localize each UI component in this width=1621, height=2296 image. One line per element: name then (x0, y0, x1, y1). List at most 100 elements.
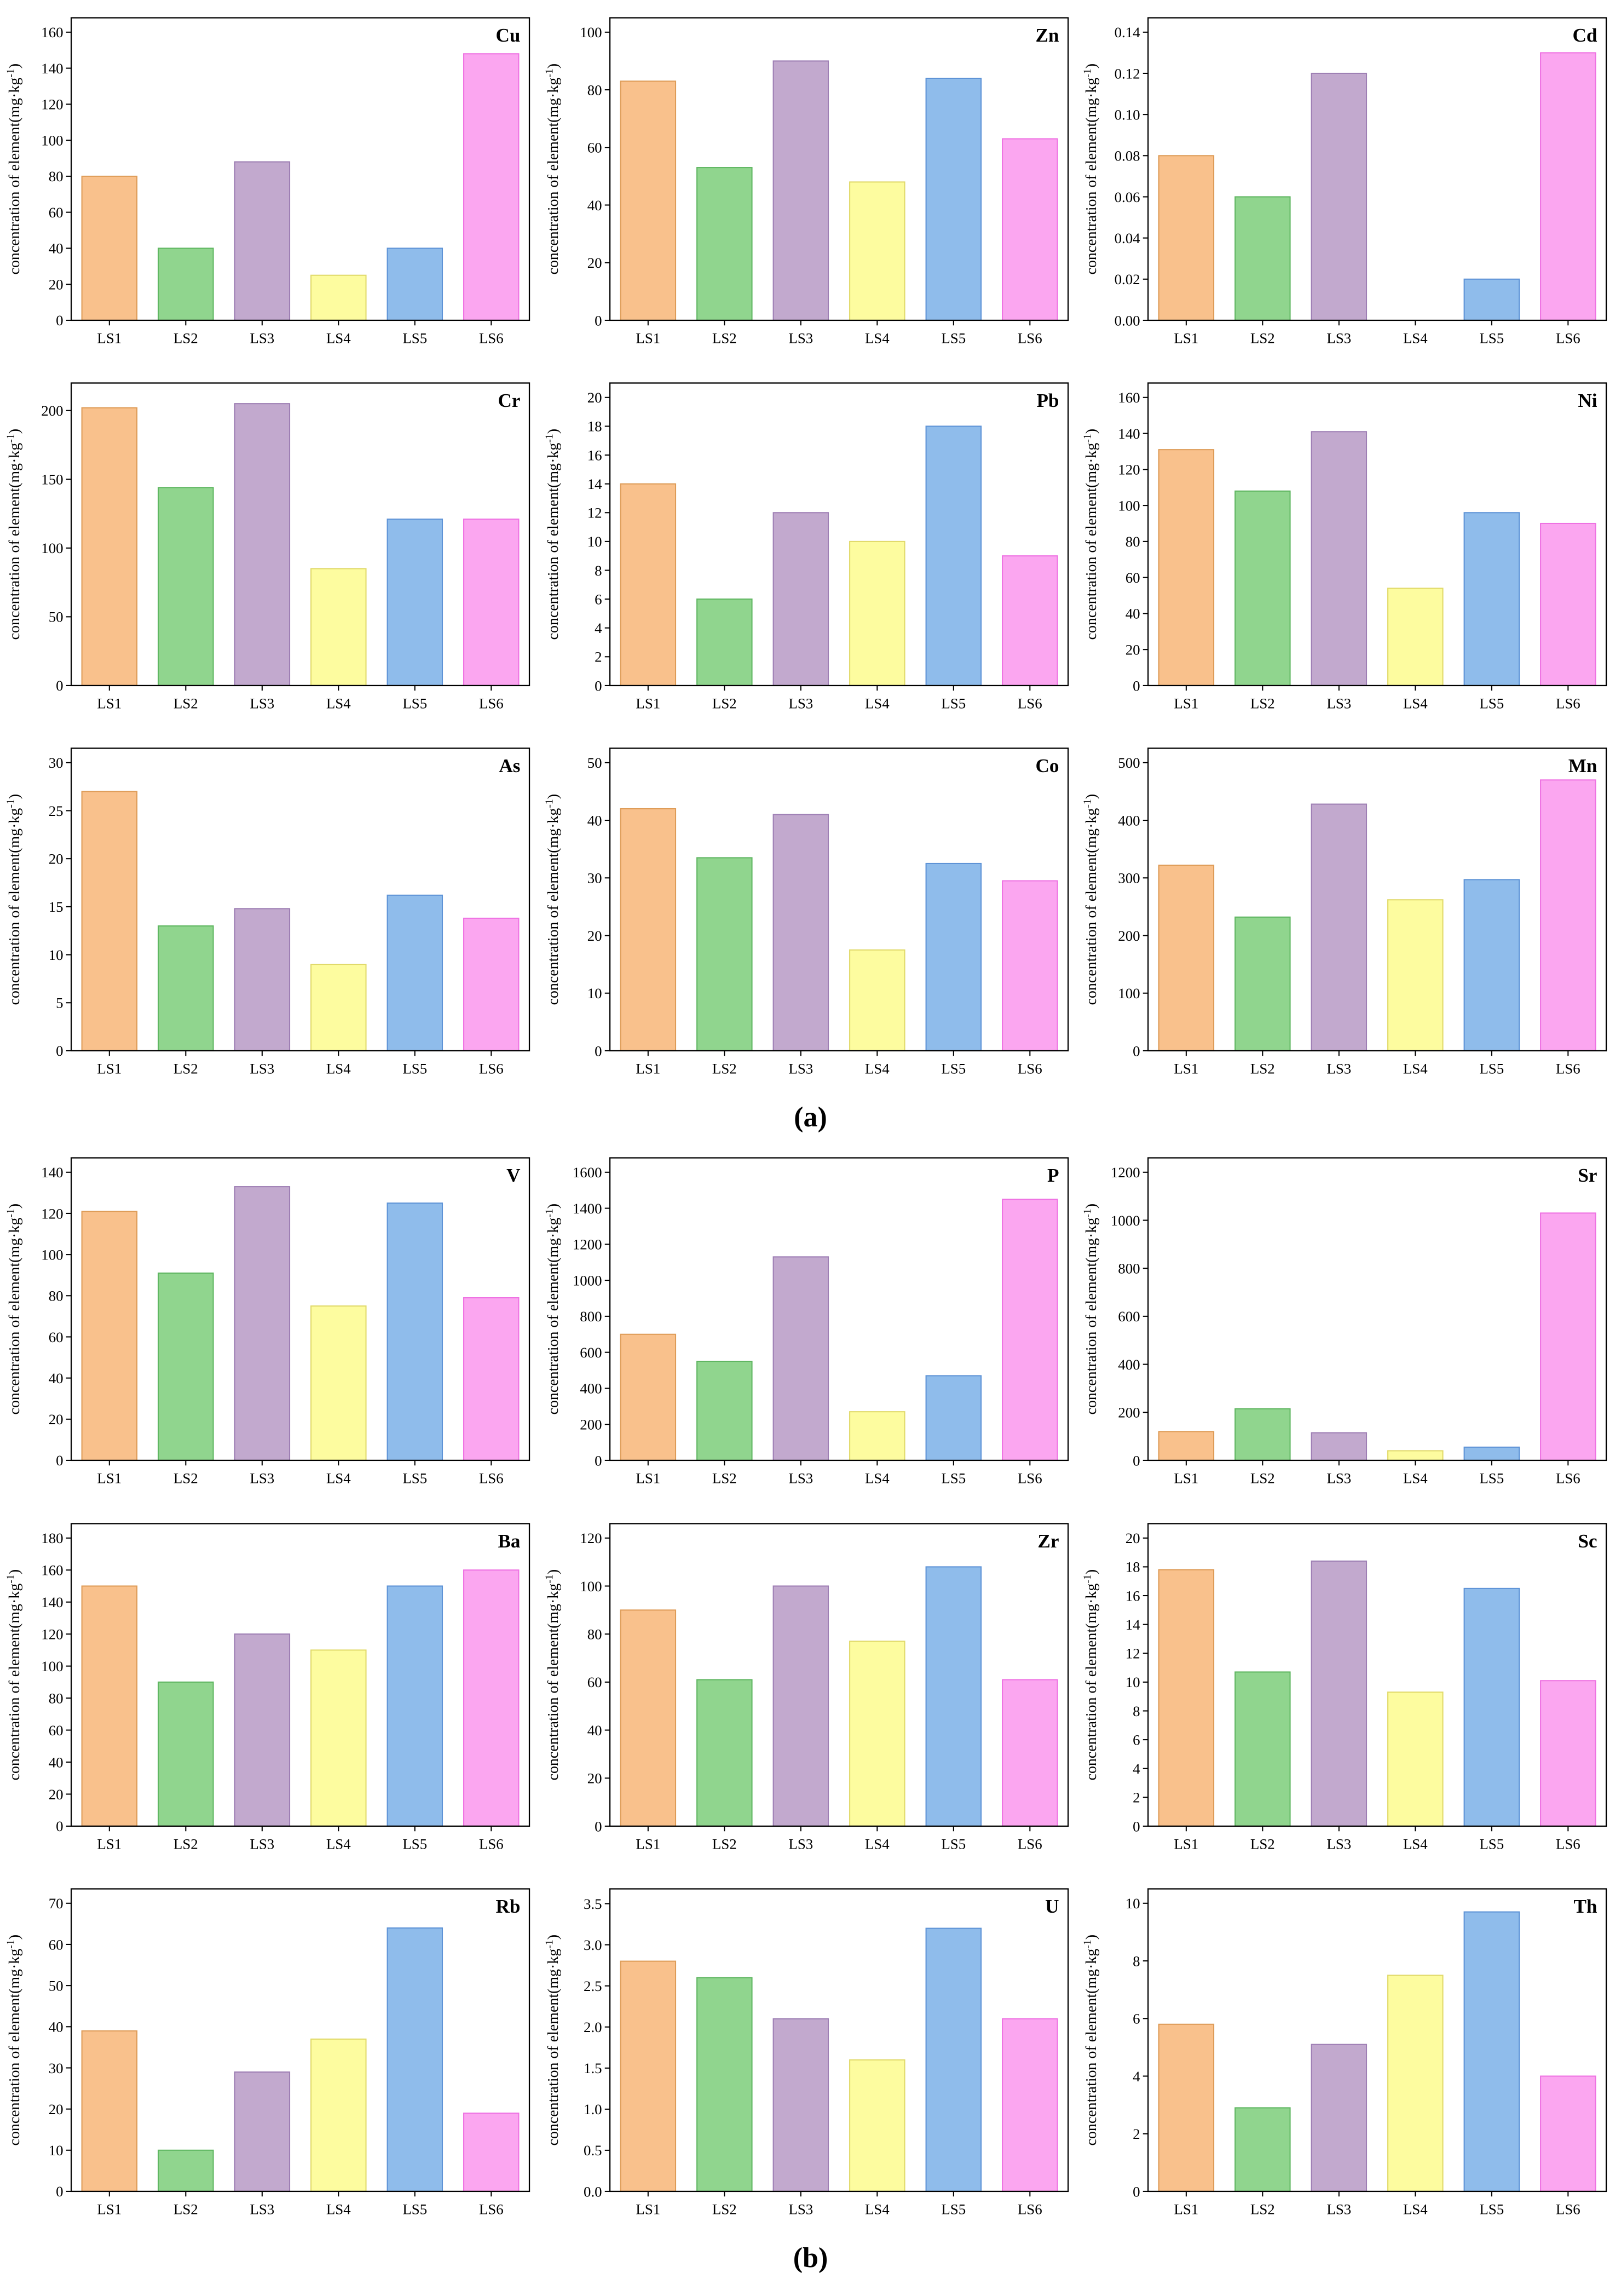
y-tick-label: 0 (56, 1453, 63, 1469)
plot-frame (609, 747, 1069, 1052)
x-tick-label: LS2 (174, 695, 198, 711)
chart-cell-cd: LS1 LS2 LS3 LS4 LS5 LS6 0.00 0.02 0.04 0.06 0.08 0.… (1081, 10, 1617, 356)
bar-LS4 (849, 1640, 905, 1827)
bar-LS6 (463, 1297, 520, 1461)
y-tick-label: 0.12 (1115, 65, 1140, 82)
x-tick-label: LS6 (1018, 1835, 1042, 1852)
x-tick-label: LS1 (97, 1835, 122, 1852)
bar-LS5 (1463, 512, 1520, 687)
y-tick-label: 20 (587, 389, 602, 406)
chart-cell-as: LS1 LS2 LS3 LS4 LS5 LS6 0 5 10 15 20 25 30 As concentr… (4, 740, 540, 1087)
bar-LS6 (1001, 880, 1058, 1052)
y-tick-label: 40 (587, 813, 602, 829)
y-tick-label: 0.02 (1115, 271, 1140, 287)
x-tick-label: LS3 (250, 1470, 274, 1487)
chart-mn: LS1 LS2 LS3 LS4 LS5 LS6 0 100 200 300 400 500 Mn conc… (1082, 747, 1607, 1077)
plot-frame (1147, 1522, 1607, 1827)
bar-LS2 (158, 2149, 214, 2192)
element-label: P (1047, 1165, 1059, 1186)
bar-LS6 (1540, 52, 1596, 321)
x-tick-label: LS1 (97, 1470, 122, 1487)
x-tick-label: LS6 (1018, 1061, 1042, 1077)
x-tick-label: LS4 (1403, 1061, 1428, 1077)
x-tick-label: LS3 (1327, 1835, 1352, 1852)
chart-cell-u: LS1 LS2 LS3 LS4 LS5 LS6 0.0 0.5 1.0 1.5 2.0 2.5 3.0 3… (543, 1881, 1078, 2228)
bar-LS4 (310, 2038, 367, 2192)
bar-LS6 (1540, 523, 1596, 687)
y-axis-label: concentration of element(mg·kg-1) (543, 1569, 561, 1780)
y-tick-label: 60 (587, 1674, 602, 1690)
y-tick-label: 0.5 (584, 2142, 602, 2159)
y-tick-label: 300 (1118, 870, 1140, 887)
y-tick-label: 20 (49, 276, 64, 292)
y-tick-label: 0 (595, 1818, 602, 1834)
y-tick-label: 4 (1133, 2068, 1140, 2085)
y-tick-label: 1.0 (584, 2101, 602, 2117)
bar-LS3 (234, 161, 291, 321)
y-tick-label: 8 (595, 562, 602, 579)
y-axis-label: concentration of element(mg·kg-1) (1082, 1569, 1100, 1780)
x-tick-label: LS4 (326, 330, 351, 346)
bar-LS4 (1387, 588, 1444, 687)
y-tick-label: 60 (49, 1329, 64, 1345)
y-tick-label: 80 (49, 1288, 64, 1304)
y-tick-label: 18 (1126, 1558, 1140, 1575)
bar-LS3 (772, 60, 829, 321)
bar-LS1 (620, 483, 676, 687)
x-tick-label: LS3 (788, 1470, 813, 1487)
bar-LS3 (1311, 1432, 1368, 1461)
bar-LS5 (925, 77, 982, 321)
y-tick-label: 10 (1126, 1895, 1140, 1912)
y-tick-label: 16 (1126, 1587, 1140, 1604)
y-axis-label: concentration of element(mg·kg-1) (543, 64, 561, 274)
plot-frame (70, 1522, 530, 1827)
y-axis-label: concentration of element(mg·kg-1) (1082, 1935, 1100, 2145)
bar-LS6 (463, 918, 520, 1052)
y-tick-label: 200 (1118, 928, 1140, 944)
element-label: Ba (498, 1530, 520, 1552)
bar-LS5 (1463, 1447, 1520, 1461)
x-tick-label: LS2 (712, 2201, 737, 2217)
y-tick-label: 30 (587, 870, 602, 887)
x-tick-label: LS3 (1327, 330, 1352, 346)
chart-cell-cu: LS1 LS2 LS3 LS4 LS5 LS6 0 20 40 60 80 100 120 140 160 C… (4, 10, 540, 356)
panel-b-label: (b) (793, 2242, 828, 2274)
y-tick-label: 0 (1133, 1818, 1140, 1834)
y-tick-label: 600 (1118, 1309, 1140, 1325)
y-tick-label: 30 (49, 755, 64, 771)
bar-LS4 (1387, 1691, 1444, 1827)
y-tick-label: 70 (49, 1895, 64, 1912)
x-tick-label: LS2 (1250, 1061, 1275, 1077)
y-tick-label: 10 (49, 2142, 64, 2159)
panel-a-charts: LS1 LS2 LS3 LS4 LS5 LS6 0 20 40 60 80 100 120 140 160 C… (4, 10, 1617, 1087)
y-tick-label: 0.0 (584, 2183, 602, 2200)
x-tick-label: LS5 (402, 1470, 427, 1487)
bar-LS6 (1001, 2018, 1058, 2192)
bar-LS4 (1387, 1975, 1444, 2192)
bar-LS6 (463, 2112, 520, 2192)
x-tick-label: LS1 (1174, 695, 1199, 711)
y-tick-label: 150 (41, 471, 63, 488)
y-axis-label: concentration of element(mg·kg-1) (543, 794, 561, 1005)
chart-cell-sr: LS1 LS2 LS3 LS4 LS5 LS6 0 200 400 600 800 1000 1200 S… (1081, 1150, 1617, 1497)
x-tick-label: LS4 (1403, 330, 1428, 346)
y-tick-label: 6 (595, 591, 602, 608)
y-tick-label: 1400 (573, 1200, 602, 1217)
x-tick-label: LS5 (402, 330, 427, 346)
x-tick-label: LS3 (788, 1835, 813, 1852)
bar-LS3 (1311, 2044, 1368, 2192)
y-tick-label: 0 (56, 1043, 63, 1060)
x-tick-label: LS3 (1327, 1061, 1352, 1077)
chart-sc: LS1 LS2 LS3 LS4 LS5 LS6 0 2 4 6 8 10 12 14 16 18 20 Sc con… (1082, 1522, 1607, 1852)
x-tick-label: LS6 (1556, 2201, 1580, 2217)
bar-LS2 (696, 857, 753, 1052)
element-label: Zr (1037, 1530, 1059, 1552)
bar-LS3 (234, 2071, 291, 2192)
y-tick-label: 6 (1133, 1731, 1140, 1748)
y-tick-label: 60 (587, 140, 602, 156)
y-tick-label: 40 (49, 1370, 64, 1386)
bar-LS1 (1158, 155, 1215, 321)
plot-frame (70, 747, 530, 1052)
x-tick-label: LS6 (1556, 330, 1580, 346)
